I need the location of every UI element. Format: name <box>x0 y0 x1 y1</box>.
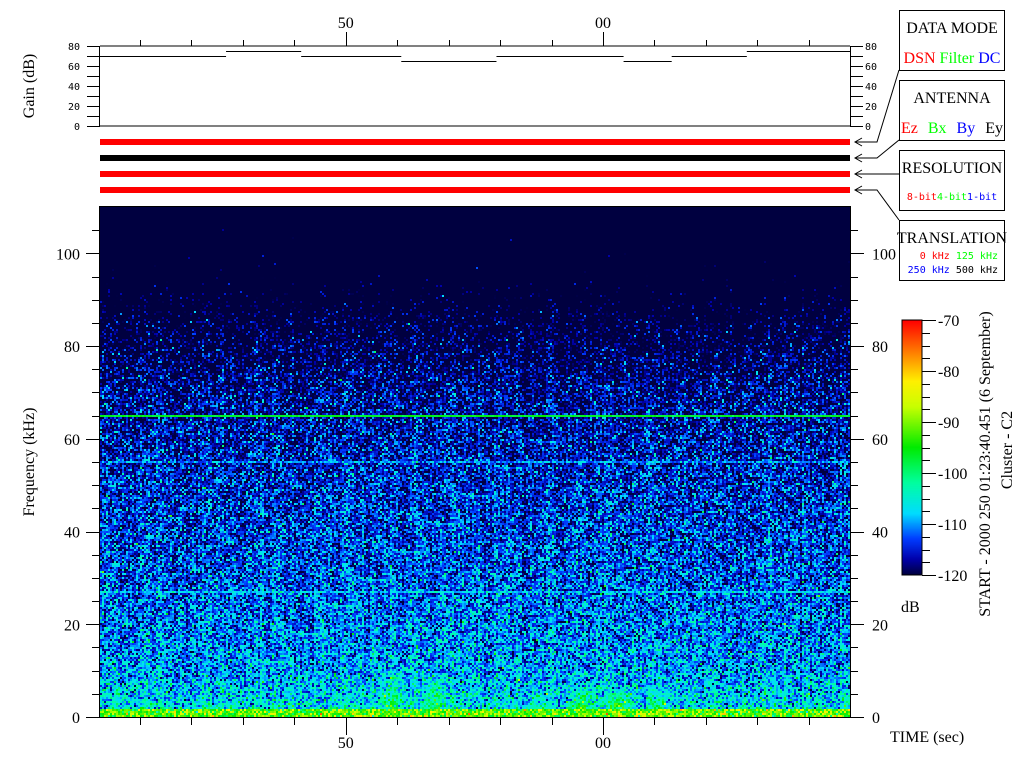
gain-tick-label: 80 <box>68 42 80 53</box>
time-tick-label: 00 <box>595 735 611 752</box>
status-bar-resolution <box>100 171 850 177</box>
legend-item-dc: DC <box>978 50 1000 67</box>
legend-item-ey: Ey <box>985 120 1003 137</box>
legend-item-by: By <box>957 120 976 137</box>
colorbar-tick-label: -120 <box>938 568 967 585</box>
connector-translation <box>855 189 900 221</box>
legend-items: Ez Bx By Ey <box>901 120 1003 137</box>
gain-axis-label: Gain (dB) <box>21 54 38 118</box>
status-bar-data-mode <box>100 139 850 145</box>
frequency-tick-label: 0 <box>872 710 880 727</box>
colorbar-tick-label: -70 <box>938 313 959 330</box>
start-time-label: START - 2000 250 01:23:40.451 (6 Septemb… <box>977 311 994 616</box>
colorbar-tick-label: -100 <box>938 466 967 483</box>
legend-antenna: ANTENNA Ez Bx By Ey <box>899 80 1005 141</box>
frequency-tick-label: 100 <box>872 246 896 263</box>
legend-item-ez: Ez <box>901 120 918 137</box>
colorbar-unit-label: dB <box>901 599 920 616</box>
legend-item-4bit: 4-bit <box>937 192 967 203</box>
legend-title: ANTENNA <box>913 90 991 107</box>
frequency-tick-label: 40 <box>64 525 80 542</box>
legend-items: 0 kHz 125 kHz <box>920 251 998 262</box>
gain-tick-label: 20 <box>865 102 877 113</box>
connector-data-mode <box>855 69 900 143</box>
frequency-tick-label: 20 <box>64 617 80 634</box>
gain-tick-label: 20 <box>68 102 80 113</box>
legend-items: DSN Filter DC <box>904 50 1001 67</box>
legend-items: 250 kHz 500 kHz <box>908 265 998 276</box>
frequency-tick-label: 80 <box>872 339 888 356</box>
arrow-icon <box>853 137 863 147</box>
frequency-tick-label: 60 <box>872 432 888 449</box>
gain-tick-label: 40 <box>68 82 80 93</box>
spectrogram-frame <box>99 206 851 718</box>
gain-tick-label: 80 <box>865 42 877 53</box>
legend-connectors <box>853 69 900 221</box>
legend-item-dsn: DSN <box>904 50 936 67</box>
colorbar <box>902 320 922 575</box>
frequency-tick-label: 100 <box>56 246 80 263</box>
frequency-tick-label: 20 <box>872 617 888 634</box>
colorbar-tick-label: -80 <box>938 364 959 381</box>
legend-title: TRANSLATION <box>897 230 1008 247</box>
arrow-icon <box>853 153 863 163</box>
time-tick-label: 50 <box>338 735 354 752</box>
spacecraft-label: Cluster - C2 <box>999 411 1016 489</box>
frequency-tick-label: 40 <box>872 525 888 542</box>
gain-tick-label: 60 <box>68 62 80 73</box>
legend-translation: TRANSLATION 0 kHz 125 kHz 250 kHz 500 kH… <box>897 220 1008 281</box>
connector-antenna <box>855 139 900 159</box>
legend-item-filter: Filter <box>940 50 975 67</box>
legend-item-0khz: 0 kHz <box>920 251 950 262</box>
colorbar-tick-label: -110 <box>938 517 967 534</box>
legend-resolution: RESOLUTION 8-bit4-bit1-bit <box>899 150 1005 211</box>
legend-item-8bit: 8-bit <box>907 192 937 203</box>
arrow-icon <box>853 185 863 195</box>
legend-item-bx: Bx <box>928 120 947 137</box>
gain-tick-label: 60 <box>865 62 877 73</box>
status-bars <box>100 139 850 193</box>
colorbar-frame <box>901 319 923 576</box>
status-bar-translation <box>100 187 850 193</box>
legend-items: 8-bit4-bit1-bit <box>907 192 997 203</box>
gain-tick-label: 0 <box>74 122 80 133</box>
colorbar-tick-label: -90 <box>938 415 959 432</box>
status-bar-antenna <box>100 155 850 161</box>
time-tick-label: 50 <box>338 15 354 32</box>
legend-title: RESOLUTION <box>902 160 1003 177</box>
legend-item-500khz: 500 kHz <box>956 265 998 276</box>
gain-tick-label: 0 <box>865 122 871 133</box>
legend-item-1bit: 1-bit <box>967 192 997 203</box>
legend-data-mode: DATA MODE DSN Filter DC <box>899 10 1005 71</box>
spectrogram-heatmap <box>100 207 850 717</box>
time-tick-label: 00 <box>595 15 611 32</box>
legend-title: DATA MODE <box>906 20 998 37</box>
arrow-icon <box>853 169 863 179</box>
time-axis-label: TIME (sec) <box>890 729 964 746</box>
frequency-tick-label: 80 <box>64 339 80 356</box>
frequency-tick-label: 0 <box>72 710 80 727</box>
gain-tick-label: 40 <box>865 82 877 93</box>
frequency-tick-label: 60 <box>64 432 80 449</box>
legend-item-250khz: 250 kHz <box>908 265 950 276</box>
frequency-axis-label: Frequency (kHz) <box>21 408 38 517</box>
legend-item-125khz: 125 kHz <box>956 251 998 262</box>
